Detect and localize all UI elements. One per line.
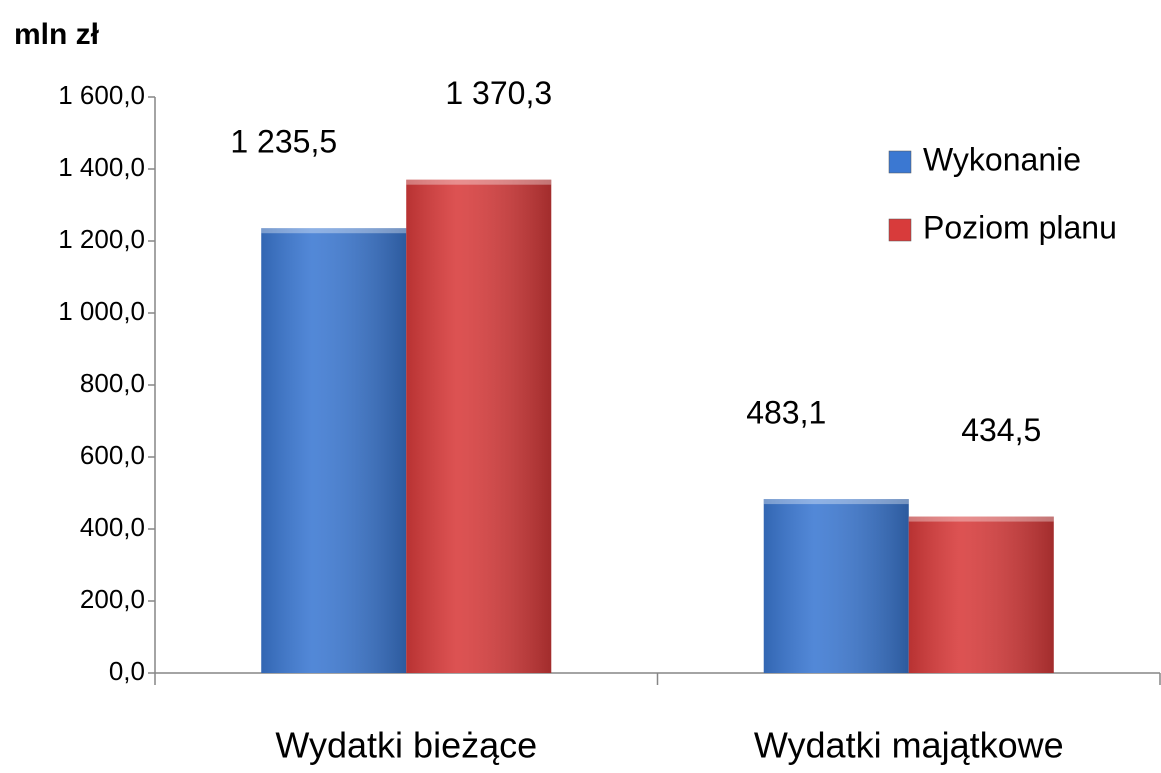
y-tick-label: 1 200,0 <box>58 224 145 254</box>
x-tick-label: Wydatki majątkowe <box>754 725 1064 766</box>
y-tick-label: 600,0 <box>80 440 145 470</box>
y-tick-label: 0,0 <box>109 656 145 686</box>
bar-shade <box>908 516 1054 673</box>
y-tick-label: 1 400,0 <box>58 152 145 182</box>
bar-shade <box>261 228 407 673</box>
legend-swatch <box>888 150 912 174</box>
data-label: 434,5 <box>961 412 1041 448</box>
y-tick-label: 800,0 <box>80 368 145 398</box>
bar-shade <box>406 179 552 673</box>
data-label: 1 235,5 <box>230 124 337 160</box>
data-label: 483,1 <box>746 395 826 431</box>
legend-label: Poziom planu <box>923 209 1117 245</box>
bar-top <box>406 179 552 185</box>
data-label: 1 370,3 <box>445 75 552 111</box>
legend-swatch <box>888 218 912 242</box>
bar-shade <box>763 499 909 673</box>
x-tick-label: Wydatki bieżące <box>275 725 537 766</box>
y-axis-title: mln zł <box>14 18 100 51</box>
y-tick-label: 1 600,0 <box>58 80 145 110</box>
bar-top <box>763 499 909 505</box>
y-tick-label: 1 000,0 <box>58 296 145 326</box>
y-tick-label: 200,0 <box>80 584 145 614</box>
bar-top <box>261 228 407 234</box>
y-tick-label: 400,0 <box>80 512 145 542</box>
bar-top <box>908 516 1054 522</box>
legend-label: Wykonanie <box>923 141 1081 177</box>
